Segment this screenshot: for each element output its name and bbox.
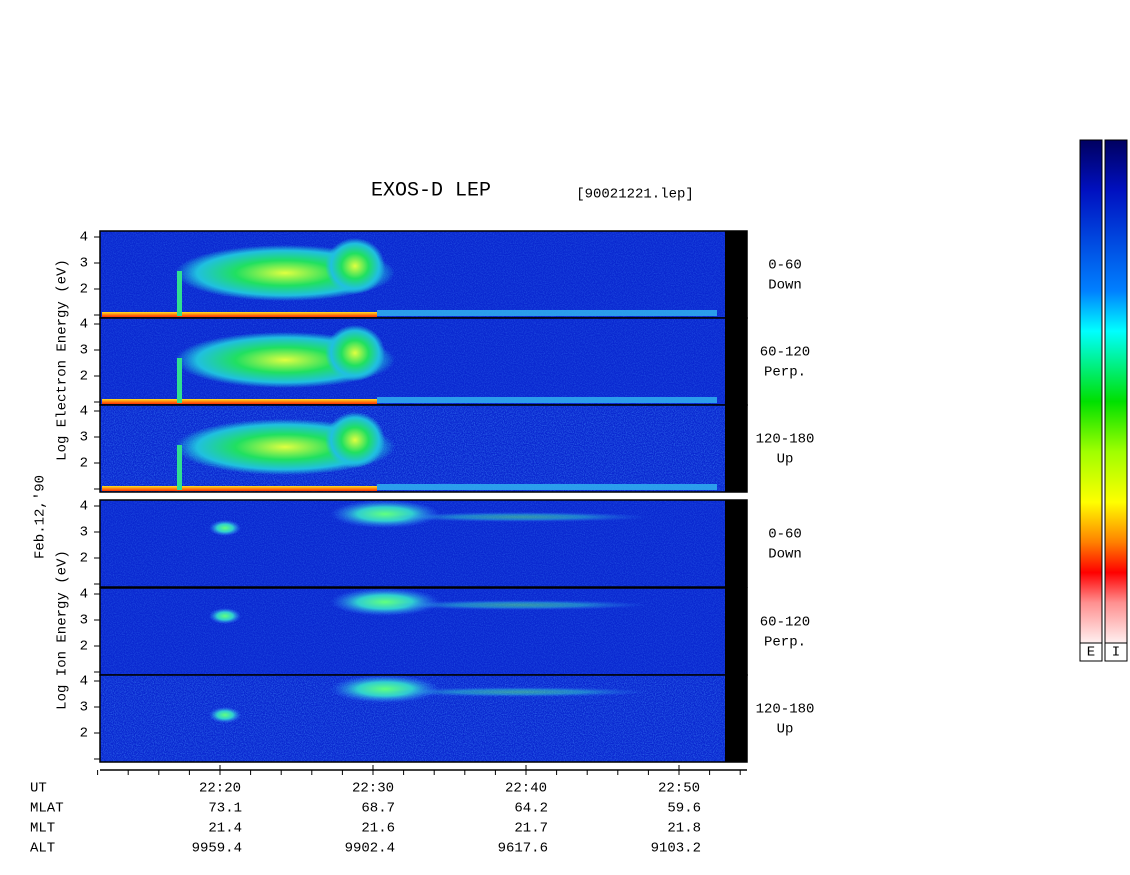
spectrogram-feature bbox=[377, 397, 717, 403]
colorbar bbox=[1104, 139, 1128, 644]
time-tick-label: 22:40 bbox=[505, 781, 547, 797]
pitch-direction: Perp. bbox=[764, 365, 806, 381]
y-tick-label: 4 bbox=[80, 230, 88, 246]
pitch-direction: Up bbox=[777, 452, 794, 468]
y-tick-label: 3 bbox=[80, 525, 88, 541]
row-value: 73.1 bbox=[208, 801, 242, 817]
file-name: [90021221.lep] bbox=[576, 187, 694, 203]
spectrogram-feature bbox=[330, 675, 440, 703]
spectrogram-feature bbox=[177, 445, 182, 490]
y-tick-label: 3 bbox=[80, 256, 88, 272]
y-axis-label: Log Ion Energy (eV) bbox=[55, 550, 71, 710]
colorbar-label-box bbox=[1079, 642, 1103, 662]
row-label: UT bbox=[30, 781, 47, 797]
colorbar-label: E bbox=[1087, 645, 1095, 661]
pitch-angle: 120-180 bbox=[756, 702, 815, 718]
colorbar-label: I bbox=[1112, 645, 1120, 661]
y-tick-label: 3 bbox=[80, 343, 88, 359]
time-tick-label: 22:30 bbox=[352, 781, 394, 797]
spectrogram-feature bbox=[390, 600, 650, 610]
panel-frame bbox=[99, 404, 748, 493]
row-value: 9959.4 bbox=[192, 841, 242, 857]
pitch-angle: 0-60 bbox=[768, 527, 802, 543]
y-tick-label: 2 bbox=[80, 639, 88, 655]
row-value: 21.8 bbox=[667, 821, 701, 837]
y-tick-label: 4 bbox=[80, 674, 88, 690]
spectrogram-feature bbox=[325, 238, 385, 294]
row-value: 9103.2 bbox=[651, 841, 701, 857]
y-tick-label: 3 bbox=[80, 613, 88, 629]
row-value: 59.6 bbox=[667, 801, 701, 817]
colorbar-label-box bbox=[1104, 642, 1128, 662]
y-axis-label: Log Electron Energy (eV) bbox=[55, 259, 71, 461]
row-label: MLAT bbox=[30, 801, 64, 817]
spectrogram-feature bbox=[177, 271, 182, 316]
time-tick-label: 22:20 bbox=[199, 781, 241, 797]
spectrogram-feature bbox=[330, 588, 440, 616]
y-tick-label: 2 bbox=[80, 282, 88, 298]
row-label: MLT bbox=[30, 821, 55, 837]
spectrogram-feature bbox=[177, 358, 182, 403]
panel-frame bbox=[99, 674, 748, 763]
row-value: 68.7 bbox=[361, 801, 395, 817]
pitch-direction: Perp. bbox=[764, 635, 806, 651]
spectrogram-feature bbox=[209, 608, 241, 624]
spectrogram-feature bbox=[390, 687, 650, 697]
data-gap bbox=[725, 405, 747, 492]
spectrogram-feature bbox=[330, 500, 440, 528]
data-gap bbox=[725, 231, 747, 318]
spectrogram-feature bbox=[209, 707, 241, 723]
row-value: 21.7 bbox=[514, 821, 548, 837]
y-tick-label: 2 bbox=[80, 726, 88, 742]
row-value: 21.4 bbox=[208, 821, 242, 837]
row-label: ALT bbox=[30, 841, 55, 857]
pitch-angle: 60-120 bbox=[760, 615, 810, 631]
y-tick-label: 4 bbox=[80, 317, 88, 333]
date: Feb.12,'90 bbox=[33, 475, 49, 559]
pitch-direction: Down bbox=[768, 278, 802, 294]
y-tick-label: 4 bbox=[80, 587, 88, 603]
y-tick-label: 3 bbox=[80, 430, 88, 446]
row-value: 21.6 bbox=[361, 821, 395, 837]
y-tick-label: 4 bbox=[80, 499, 88, 515]
spectrogram-feature bbox=[325, 325, 385, 381]
spectrogram-feature bbox=[102, 399, 377, 404]
spectrogram-feature bbox=[377, 484, 717, 490]
y-tick-label: 3 bbox=[80, 700, 88, 716]
y-tick-label: 2 bbox=[80, 369, 88, 385]
time-tick-label: 22:50 bbox=[658, 781, 700, 797]
pitch-angle: 0-60 bbox=[768, 258, 802, 274]
panel-frame bbox=[99, 499, 748, 588]
title: EXOS-D LEP bbox=[371, 179, 491, 202]
data-gap bbox=[725, 588, 747, 675]
spectrogram-feature bbox=[102, 312, 377, 317]
pitch-angle: 120-180 bbox=[756, 432, 815, 448]
pitch-angle: 60-120 bbox=[760, 345, 810, 361]
spectrogram-feature bbox=[102, 486, 377, 491]
pitch-direction: Up bbox=[777, 722, 794, 738]
y-tick-label: 2 bbox=[80, 551, 88, 567]
pitch-direction: Down bbox=[768, 547, 802, 563]
colorbar bbox=[1079, 139, 1103, 644]
data-gap bbox=[725, 500, 747, 587]
y-tick-label: 4 bbox=[80, 404, 88, 420]
data-gap bbox=[725, 318, 747, 405]
spectrogram-feature bbox=[390, 512, 650, 522]
row-value: 9617.6 bbox=[498, 841, 548, 857]
row-value: 64.2 bbox=[514, 801, 548, 817]
spectrogram-feature bbox=[325, 412, 385, 468]
y-tick-label: 2 bbox=[80, 456, 88, 472]
data-gap bbox=[725, 675, 747, 762]
spectrogram-feature bbox=[209, 520, 241, 536]
row-value: 9902.4 bbox=[345, 841, 395, 857]
spectrogram-feature bbox=[377, 310, 717, 316]
